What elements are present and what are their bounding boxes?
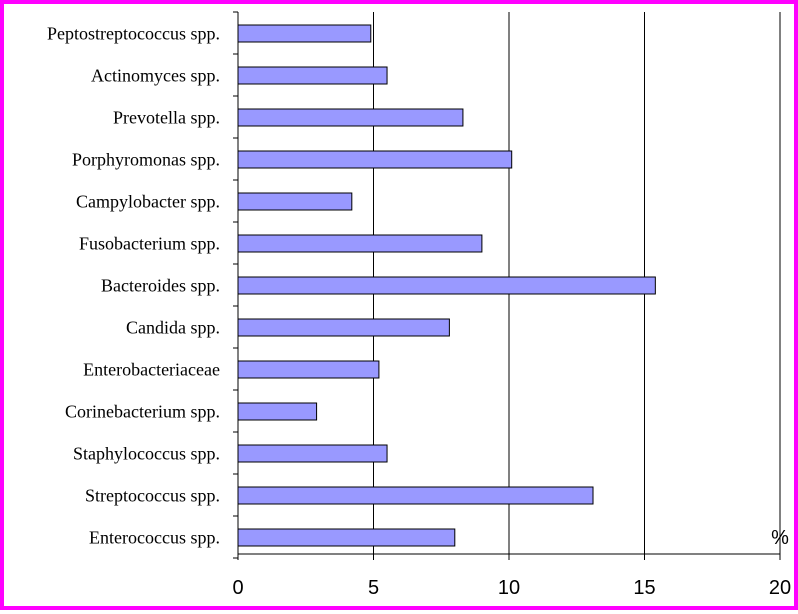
x-tick-label-10: 10 bbox=[498, 577, 520, 599]
bar-12 bbox=[237, 528, 456, 547]
x-tick-label-0: 0 bbox=[232, 577, 243, 599]
category-label-4: Campylobacter spp. bbox=[76, 192, 220, 212]
category-label-12: Enterococcus spp. bbox=[89, 528, 220, 548]
bar-4 bbox=[237, 192, 353, 211]
category-label-6: Bacteroides spp. bbox=[101, 276, 220, 296]
bar-9 bbox=[237, 402, 318, 421]
category-label-7: Candida spp. bbox=[126, 318, 220, 338]
category-label-3: Porphyromonas spp. bbox=[72, 150, 220, 170]
category-label-2: Prevotella spp. bbox=[113, 108, 220, 128]
bar-10 bbox=[237, 444, 388, 463]
category-label-11: Streptococcus spp. bbox=[85, 486, 220, 506]
bars bbox=[237, 24, 656, 547]
bar-2 bbox=[237, 108, 464, 127]
bar-11 bbox=[237, 486, 594, 505]
bar-0 bbox=[237, 24, 372, 43]
x-tick-label-15: 15 bbox=[633, 577, 655, 599]
category-label-0: Peptostreptococcus spp. bbox=[47, 24, 220, 44]
category-label-8: Enterobacteriaceae bbox=[83, 360, 220, 380]
bar-7 bbox=[237, 318, 450, 337]
unit-label: % bbox=[771, 527, 789, 549]
category-label-1: Actinomyces spp. bbox=[91, 66, 220, 86]
bar-3 bbox=[237, 150, 513, 169]
category-label-5: Fusobacterium spp. bbox=[79, 234, 220, 254]
category-label-9: Corinebacterium spp. bbox=[65, 402, 220, 422]
x-tick-label-5: 5 bbox=[368, 577, 379, 599]
category-label-10: Staphylococcus spp. bbox=[73, 444, 220, 464]
bar-chart: Peptostreptococcus spp. Actinomyces spp. P… bbox=[47, 11, 791, 600]
axes bbox=[233, 11, 781, 560]
bar-8 bbox=[237, 360, 380, 379]
labels: Peptostreptococcus spp. Actinomyces spp. P… bbox=[47, 24, 791, 600]
bar-5 bbox=[237, 234, 483, 253]
bar-1 bbox=[237, 66, 388, 85]
x-tick-label-20: 20 bbox=[769, 577, 791, 599]
bar-6 bbox=[237, 276, 656, 295]
